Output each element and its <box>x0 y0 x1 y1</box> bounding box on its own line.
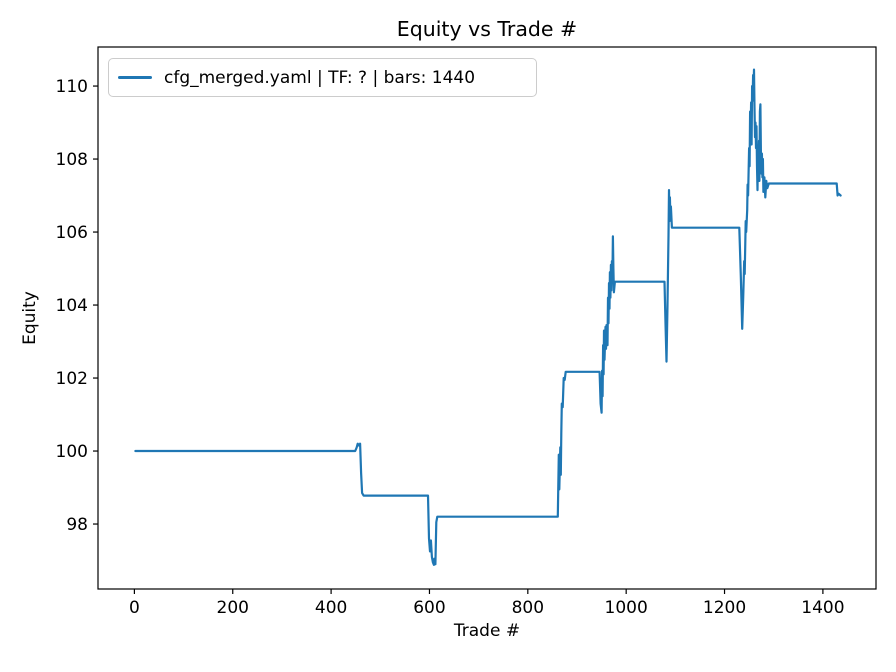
x-tick-label: 200 <box>217 598 249 618</box>
x-tick-label: 600 <box>413 598 445 618</box>
chart-title: Equity vs Trade # <box>396 17 578 41</box>
x-tick-label: 400 <box>315 598 347 618</box>
legend-label: cfg_merged.yaml | TF: ? | bars: 1440 <box>164 67 476 88</box>
x-tick-label: 1400 <box>801 598 844 618</box>
y-tick-label: 98 <box>66 515 88 535</box>
y-tick-label: 100 <box>56 442 88 462</box>
y-tick-label: 108 <box>56 150 88 170</box>
y-tick-label: 110 <box>56 77 88 97</box>
legend: cfg_merged.yaml | TF: ? | bars: 1440 <box>108 58 537 97</box>
x-axis-label: Trade # <box>453 621 521 641</box>
x-tick-label: 1000 <box>605 598 648 618</box>
y-tick-label: 102 <box>56 369 88 389</box>
x-tick-label: 800 <box>512 598 544 618</box>
x-tick-label: 0 <box>129 598 140 618</box>
legend-line-swatch <box>118 76 152 79</box>
y-tick-label: 104 <box>56 296 88 316</box>
y-tick-label: 106 <box>56 223 88 243</box>
x-tick-label: 1200 <box>703 598 746 618</box>
plot-border <box>97 46 877 590</box>
equity-line-series <box>134 68 842 567</box>
y-axis-label: Equity <box>20 291 40 345</box>
